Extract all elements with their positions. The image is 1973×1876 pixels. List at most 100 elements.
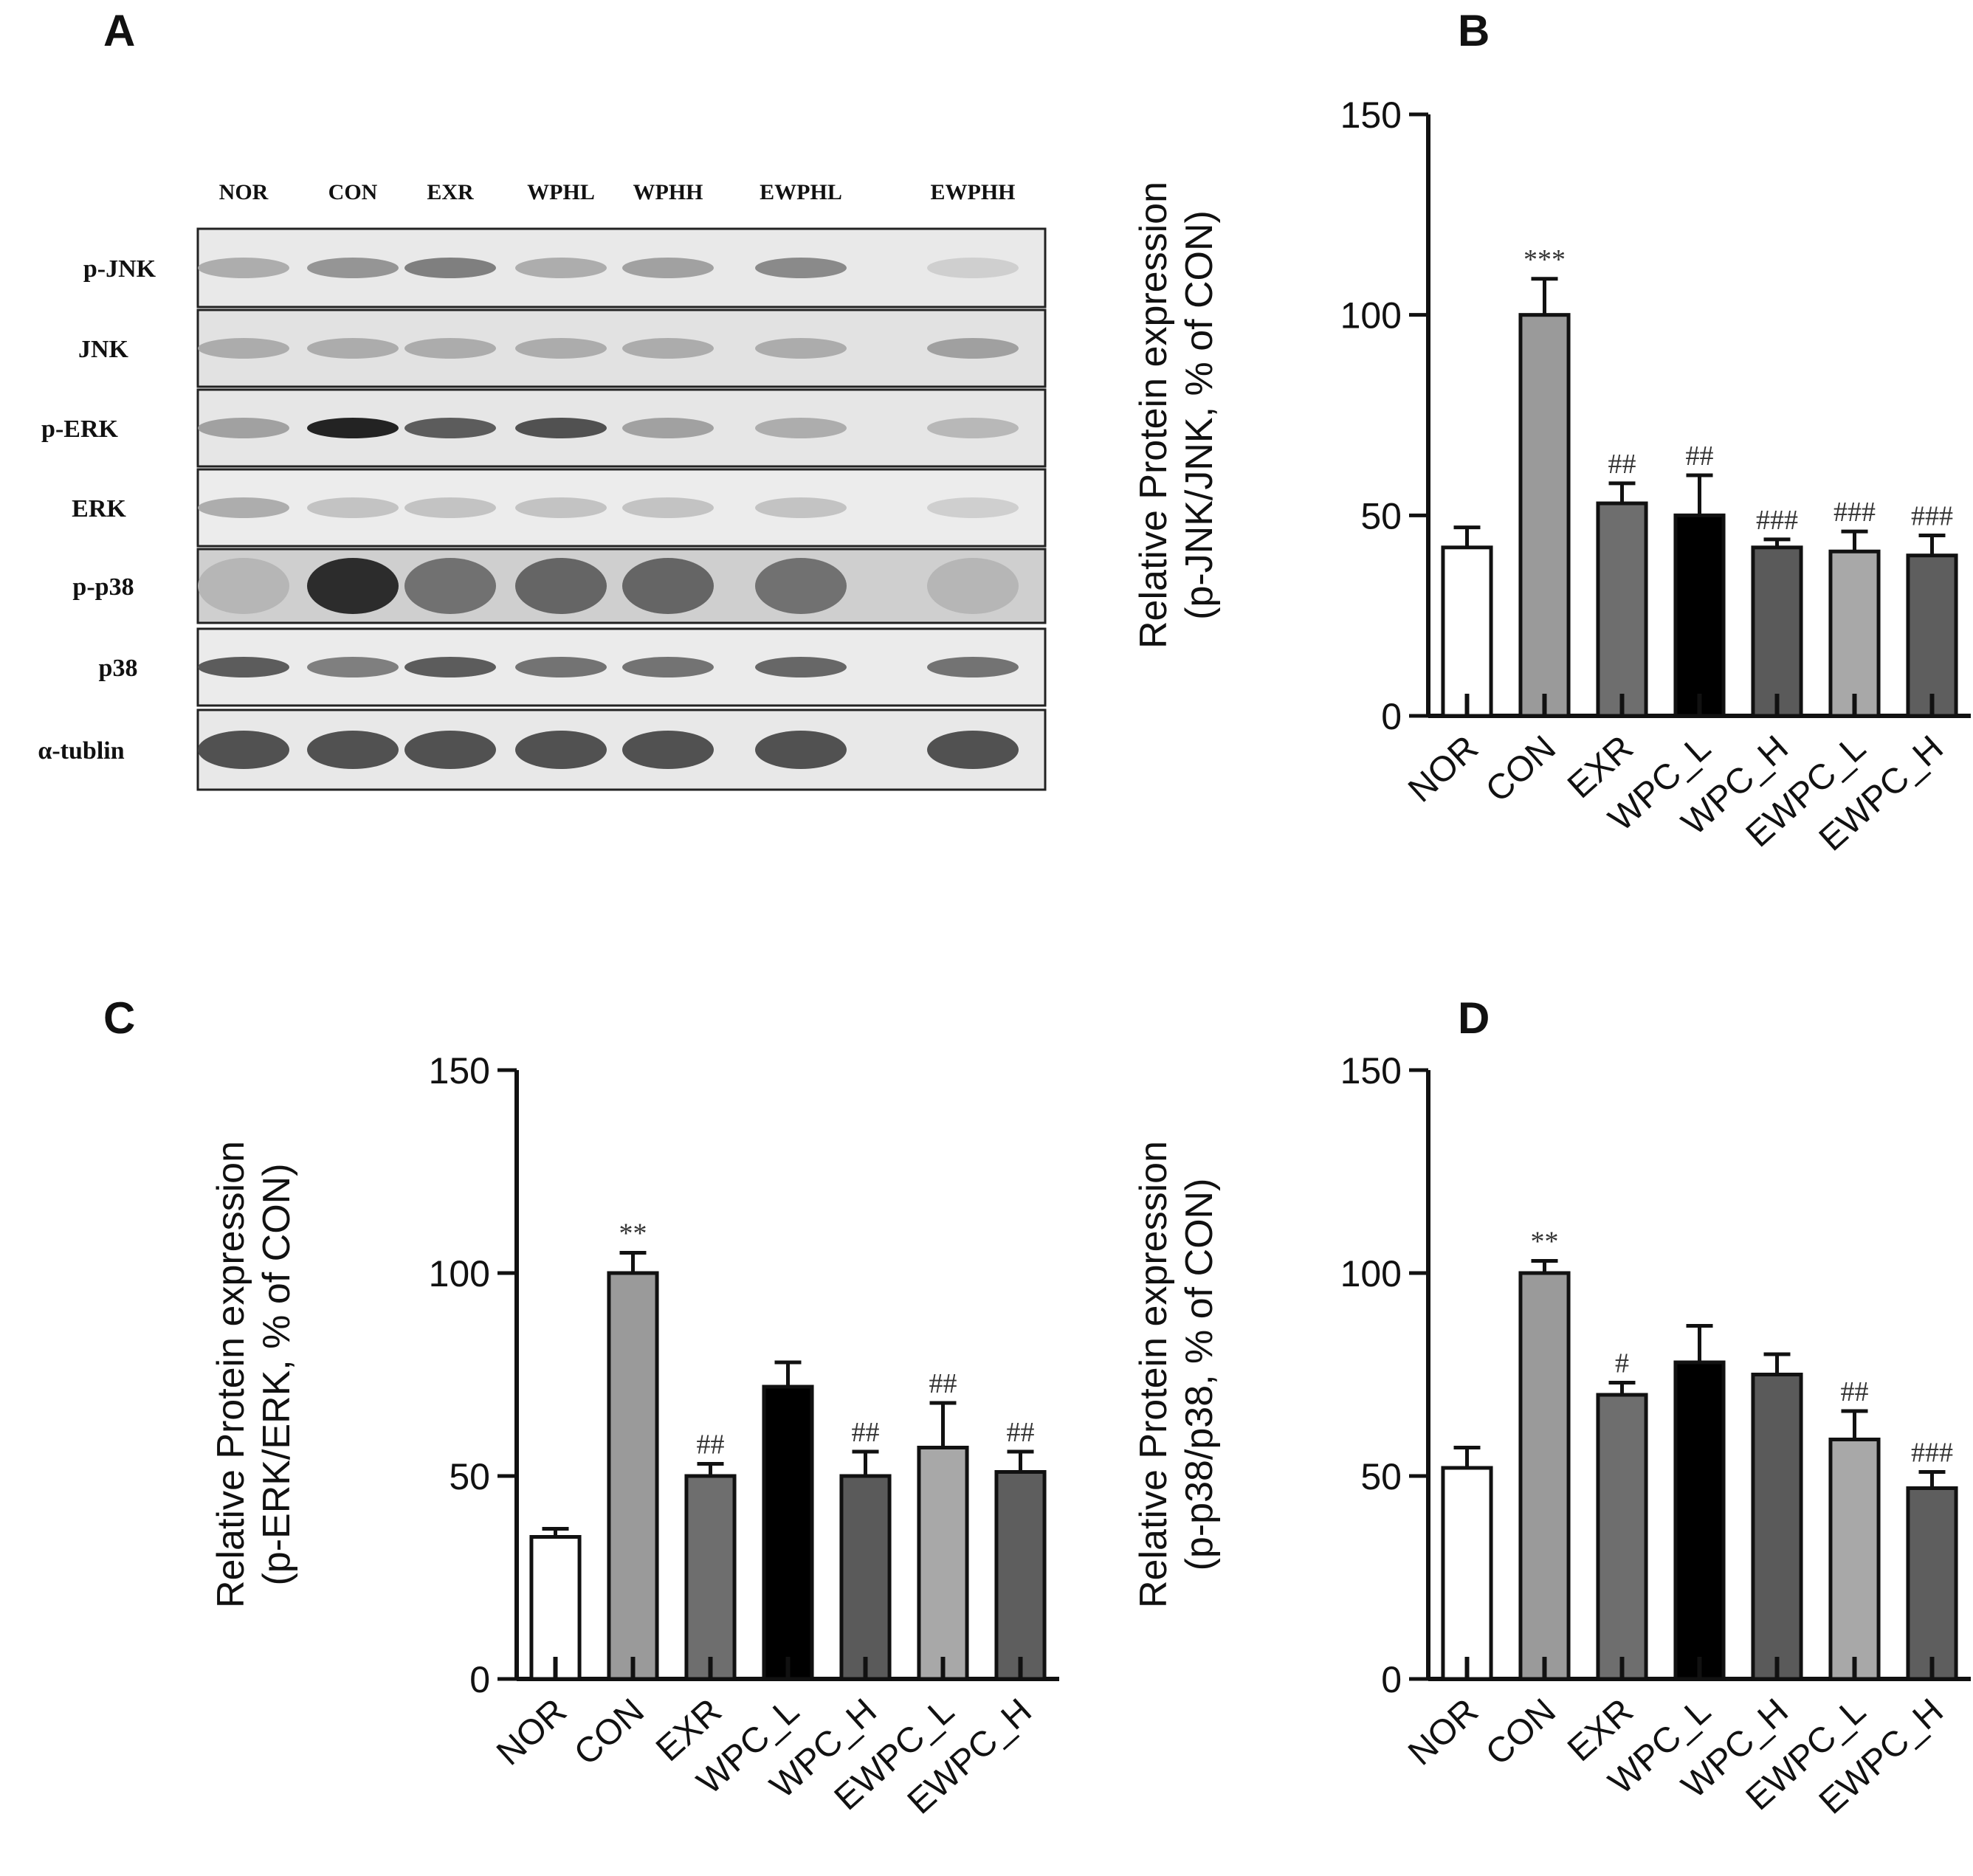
significance-label: *** — [1523, 244, 1566, 275]
y-axis-label-line2: (p-JNK/JNK, % of CON) — [1178, 210, 1221, 620]
chart-p-p38: Relative Protein expression(p-p38/p38, %… — [1132, 1050, 1971, 1822]
blot-band — [622, 418, 714, 438]
bar — [529, 1535, 582, 1681]
category-label: CON — [1478, 1691, 1563, 1773]
blot-band — [622, 338, 714, 359]
blot-band — [755, 418, 847, 438]
blot-row-label: p-p38 — [72, 573, 134, 601]
y-tick-label: 100 — [429, 1253, 490, 1294]
blot-band — [927, 258, 1019, 278]
blot-band — [404, 338, 496, 359]
blot-band — [307, 418, 399, 438]
y-axis-label-line1: Relative Protein expression — [1132, 1141, 1175, 1608]
bar — [1596, 501, 1648, 718]
blot-band — [515, 338, 607, 359]
blot-row-label: α-tublin — [38, 737, 124, 765]
bar — [1828, 549, 1881, 718]
blot-row-label: p-JNK — [83, 255, 156, 283]
blot-band — [927, 338, 1019, 359]
significance-label: ## — [1686, 441, 1714, 472]
y-tick-label: 150 — [1340, 94, 1402, 136]
blot-band — [515, 657, 607, 677]
significance-label: ### — [1911, 1438, 1953, 1469]
blot-band — [404, 418, 496, 438]
category-label: NOR — [1401, 728, 1486, 810]
y-tick-label: 150 — [429, 1050, 490, 1092]
blot-lane-label: EXR — [427, 180, 474, 204]
blot-band — [515, 497, 607, 518]
blot-band — [404, 731, 496, 769]
bar — [1518, 313, 1571, 718]
significance-label: ### — [1911, 501, 1953, 532]
blot-row-label: JNK — [78, 336, 129, 363]
significance-label: ## — [852, 1417, 880, 1448]
y-axis-label: Relative Protein expression(p-JNK/JNK, %… — [1132, 182, 1221, 649]
y-tick-label: 0 — [1381, 1659, 1402, 1700]
blot-band — [515, 258, 607, 278]
blot-band — [307, 497, 399, 518]
panel-letter-a: A — [103, 6, 135, 55]
blot-band — [404, 258, 496, 278]
blot-row-labels: p-JNK JNK p-ERK ERK p-p38 p38 α-tublin — [38, 255, 156, 765]
bar — [1518, 1271, 1571, 1681]
blot-lane-label: WPHH — [633, 180, 703, 204]
blot-band — [755, 558, 847, 614]
blot-band — [307, 258, 399, 278]
blot-lane-label: WPHL — [527, 180, 595, 204]
bar — [1751, 1373, 1803, 1681]
y-axis-label-line1: Relative Protein expression — [210, 1141, 252, 1608]
bar — [1673, 513, 1726, 718]
significance-label: ## — [697, 1430, 725, 1461]
blot-lane-label: EWPHL — [760, 180, 842, 204]
blot-band — [307, 338, 399, 359]
blot-band — [307, 657, 399, 677]
significance-label: ### — [1756, 505, 1798, 536]
blot-band — [622, 657, 714, 677]
blot-band — [755, 731, 847, 769]
blot-band — [198, 657, 289, 677]
bar — [839, 1474, 892, 1681]
significance-label: ## — [1841, 1376, 1869, 1407]
blot-band — [927, 657, 1019, 677]
y-axis-label: Relative Protein expression(p-ERK/ERK, %… — [210, 1141, 298, 1608]
significance-label: ** — [1531, 1227, 1559, 1258]
panel-letter-b: B — [1458, 6, 1490, 55]
blot-row-label: ERK — [72, 495, 126, 523]
y-tick-label: 50 — [1360, 495, 1402, 537]
bar — [1906, 1486, 1958, 1681]
significance-label: ## — [1608, 449, 1636, 480]
bar — [994, 1470, 1047, 1681]
category-label: CON — [567, 1691, 652, 1773]
blot-band — [198, 258, 289, 278]
blot-band — [622, 497, 714, 518]
chart-p-jnk: Relative Protein expression(p-JNK/JNK, %… — [1132, 94, 1971, 859]
blot-band — [198, 338, 289, 359]
y-tick-label: 100 — [1340, 295, 1402, 337]
blot-row-label: p-ERK — [41, 415, 118, 443]
bar — [1906, 554, 1958, 718]
bar — [1828, 1438, 1881, 1681]
bar — [1441, 1466, 1493, 1681]
blot-lane-labels: NOR CON EXR WPHL WPHH EWPHL EWPHH — [219, 180, 1016, 204]
category-label: CON — [1478, 728, 1563, 810]
blot-band — [755, 338, 847, 359]
blot-band — [515, 731, 607, 769]
significance-label: ** — [619, 1218, 647, 1249]
y-tick-label: 50 — [1360, 1456, 1402, 1497]
panel-letter-c: C — [103, 993, 135, 1043]
y-axis-label: Relative Protein expression(p-p38/p38, %… — [1132, 1141, 1221, 1608]
blot-band — [755, 497, 847, 518]
blot-band — [622, 558, 714, 614]
blot-band — [307, 558, 399, 614]
blot-band — [622, 258, 714, 278]
blot-band — [755, 657, 847, 677]
blot-lane-label: EWPHH — [930, 180, 1015, 204]
blot-band — [198, 418, 289, 438]
bar — [1673, 1360, 1726, 1681]
blot-band — [622, 731, 714, 769]
y-axis-label-line1: Relative Protein expression — [1132, 182, 1175, 649]
blot-band — [198, 731, 289, 769]
blot-lane-label: NOR — [219, 180, 269, 204]
blot-band — [927, 558, 1019, 614]
